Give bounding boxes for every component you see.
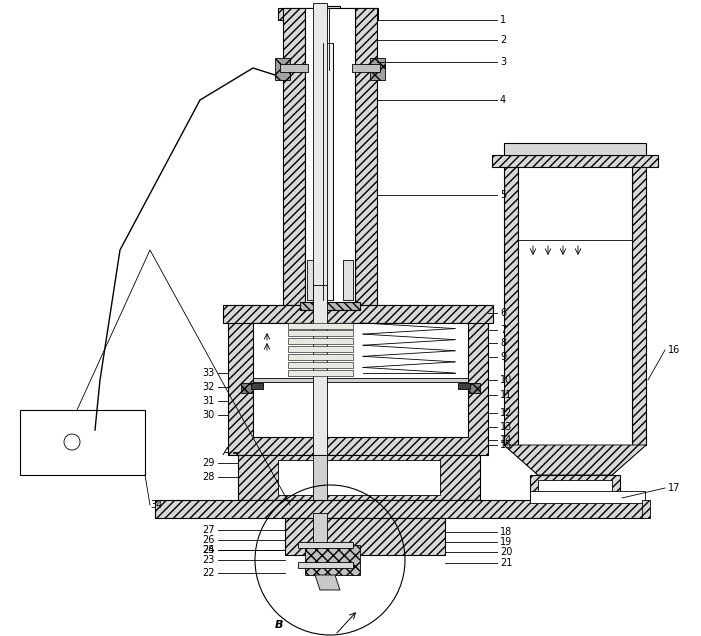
Text: 17: 17 [668, 483, 681, 493]
Text: 29: 29 [203, 458, 215, 468]
Bar [355, 8, 377, 310]
Text: 25: 25 [203, 545, 215, 555]
Bar [313, 513, 327, 560]
Text: 1: 1 [500, 15, 506, 25]
Text: 14: 14 [500, 435, 512, 445]
Text: 23: 23 [203, 555, 215, 565]
Bar [275, 58, 290, 80]
Bar [288, 330, 353, 336]
Text: 32: 32 [203, 382, 215, 392]
Bar [283, 8, 305, 310]
Text: 9: 9 [500, 352, 506, 362]
Bar [298, 542, 353, 548]
Text: 16: 16 [668, 345, 680, 355]
Bar [307, 302, 353, 310]
Bar [241, 383, 253, 393]
Text: 24: 24 [203, 545, 215, 555]
Text: 34: 34 [150, 500, 162, 510]
Text: 31: 31 [203, 396, 215, 406]
Text: 30: 30 [203, 410, 215, 420]
Bar [518, 155, 632, 445]
Bar [278, 8, 378, 20]
Bar [253, 378, 468, 382]
Bar [280, 64, 308, 72]
Bar [632, 155, 646, 445]
Text: 10: 10 [500, 375, 512, 385]
Bar [298, 562, 353, 568]
Polygon shape [504, 445, 646, 475]
Bar [642, 500, 650, 518]
Bar [313, 3, 327, 305]
Bar [492, 155, 658, 167]
Bar [155, 500, 645, 518]
Bar [530, 475, 620, 500]
Bar [288, 346, 353, 352]
Bar [468, 383, 480, 393]
Bar [504, 155, 518, 445]
Text: 22: 22 [203, 568, 215, 578]
Bar [323, 43, 333, 300]
Text: A: A [222, 447, 230, 457]
Bar [352, 64, 380, 72]
Text: 3: 3 [500, 57, 506, 67]
Text: 19: 19 [500, 537, 512, 547]
Bar [251, 383, 263, 389]
Polygon shape [315, 575, 340, 590]
Bar [288, 323, 353, 329]
Text: 27: 27 [203, 525, 215, 535]
Bar [228, 305, 488, 455]
Bar [285, 518, 445, 555]
Text: 13: 13 [500, 422, 512, 432]
Bar [278, 460, 440, 495]
Bar [313, 285, 327, 455]
Bar [238, 455, 480, 500]
Bar [253, 323, 468, 437]
Bar [288, 370, 353, 376]
Text: 18: 18 [500, 527, 512, 537]
Bar [343, 260, 353, 300]
Text: 7: 7 [500, 325, 506, 335]
Bar [458, 383, 470, 389]
Bar [504, 143, 646, 155]
Text: 20: 20 [500, 547, 512, 557]
Text: 28: 28 [203, 472, 215, 482]
Text: 15: 15 [500, 440, 512, 450]
Bar [288, 338, 353, 344]
Text: 21: 21 [500, 558, 512, 568]
Bar [305, 8, 355, 310]
Text: 4: 4 [500, 95, 506, 105]
Bar [288, 362, 353, 368]
Text: 2: 2 [500, 35, 506, 45]
Bar [530, 491, 645, 503]
Text: B: B [275, 620, 283, 630]
Bar [313, 455, 327, 505]
Text: 33: 33 [203, 368, 215, 378]
Bar [318, 6, 340, 18]
Bar [305, 545, 360, 575]
Text: 12: 12 [500, 408, 512, 418]
Text: 11: 11 [500, 390, 512, 400]
Bar [223, 305, 493, 323]
Bar [370, 58, 385, 80]
Text: 5: 5 [500, 190, 506, 200]
Text: 8: 8 [500, 338, 506, 348]
Bar [538, 480, 612, 495]
Bar [20, 410, 145, 475]
Bar [300, 302, 360, 310]
Text: 6: 6 [500, 308, 506, 318]
Bar [288, 354, 353, 360]
Bar [307, 260, 317, 300]
Text: 26: 26 [203, 535, 215, 545]
